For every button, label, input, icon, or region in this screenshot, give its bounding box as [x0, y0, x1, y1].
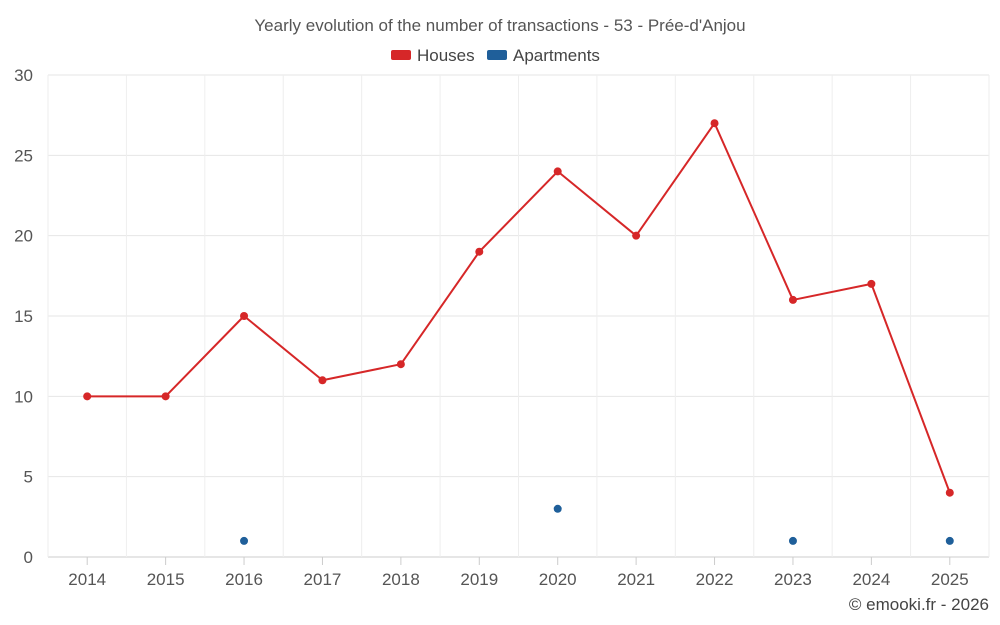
x-tick-label: 2019	[460, 570, 498, 589]
x-tick-label: 2023	[774, 570, 812, 589]
y-tick-label: 25	[14, 146, 33, 165]
point-apartments-2020	[553, 504, 562, 513]
legend-swatch-apartments	[487, 50, 507, 60]
point-houses-2016	[240, 312, 249, 320]
y-tick-label: 15	[14, 307, 33, 326]
y-axis: 0 5 10 15 20 25 30	[14, 66, 33, 567]
series-line-houses	[87, 122, 951, 494]
y-tick-label: 30	[14, 66, 33, 85]
point-houses-2014	[83, 392, 92, 401]
x-tick-label: 2017	[304, 570, 342, 589]
legend-item-apartments[interactable]: Apartments	[487, 46, 600, 65]
x-tick-label: 2016	[225, 570, 263, 589]
point-houses-2015	[161, 392, 170, 401]
grid	[47, 74, 990, 558]
credit-text: © emooki.fr - 2026	[849, 595, 989, 614]
legend-item-houses[interactable]: Houses	[391, 46, 475, 65]
point-houses-2025	[945, 488, 954, 497]
point-houses-2017	[318, 376, 327, 385]
point-houses-2024	[867, 279, 876, 288]
point-houses-2018	[396, 360, 405, 369]
x-tick-label: 2020	[539, 570, 577, 589]
y-tick-label: 0	[24, 548, 33, 567]
x-tick-label: 2021	[617, 570, 655, 589]
y-tick-label: 20	[14, 227, 33, 246]
chart-title: Yearly evolution of the number of transa…	[254, 16, 745, 35]
x-tick-label: 2024	[852, 570, 890, 589]
x-tick-label: 2014	[68, 570, 106, 589]
point-houses-2020	[553, 167, 562, 176]
point-houses-2022	[710, 119, 719, 128]
point-houses-2019	[475, 247, 484, 256]
point-houses-2021	[632, 231, 641, 240]
x-tick-label: 2015	[147, 570, 185, 589]
point-houses-2023	[788, 295, 797, 304]
legend-label-houses: Houses	[417, 46, 475, 65]
point-apartments-2025	[945, 536, 954, 545]
legend: Houses Apartments	[391, 46, 600, 65]
y-tick-label: 10	[14, 387, 33, 406]
legend-label-apartments: Apartments	[513, 46, 600, 65]
series	[83, 119, 954, 545]
x-tick-label: 2025	[931, 570, 969, 589]
x-tick-label: 2018	[382, 570, 420, 589]
x-axis: 2014 2015 2016 2017 2018 2019 2020 2021 2022 2023…	[68, 557, 969, 589]
y-tick-label: 5	[24, 468, 33, 487]
legend-swatch-houses	[391, 50, 411, 60]
x-tick-label: 2022	[696, 570, 734, 589]
point-apartments-2016	[240, 536, 249, 545]
point-apartments-2023	[788, 536, 797, 545]
